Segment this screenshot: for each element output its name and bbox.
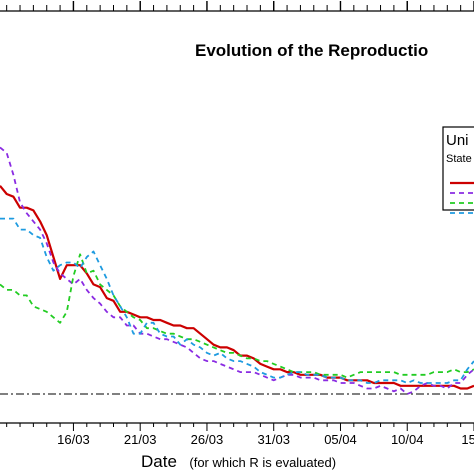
top-axis-ticks xyxy=(6,1,474,11)
x-tick-label: 10/04 xyxy=(391,432,424,447)
legend-subtitle: State xyxy=(446,153,472,165)
x-axis-label-note: (for which R is evaluated) xyxy=(189,455,336,470)
series-line-3 xyxy=(0,253,474,379)
x-tick-labels: 16/03 21/03 26/03 31/03 05/04 10/04 15/0 xyxy=(57,432,474,447)
x-axis-label: Date (for which R is evaluated) xyxy=(141,452,336,471)
x-tick-label: 05/04 xyxy=(324,432,357,447)
series-line-2 xyxy=(0,146,474,395)
x-tick-label: 26/03 xyxy=(191,432,224,447)
legend-entries xyxy=(450,181,474,214)
bottom-axis-ticks xyxy=(6,423,474,431)
legend: Uni State xyxy=(442,126,474,214)
x-axis-label-main: Date xyxy=(141,452,177,471)
plot-frame xyxy=(0,10,474,424)
x-tick-label: 31/03 xyxy=(257,432,290,447)
legend-box xyxy=(442,126,474,211)
x-tick-label: 21/03 xyxy=(124,432,157,447)
x-tick-label: 16/03 xyxy=(57,432,90,447)
chart-title: Evolution of the Reproductio xyxy=(195,41,428,60)
series-line-1 xyxy=(0,185,474,390)
x-tick-label: 15/0 xyxy=(461,432,474,447)
legend-title: Uni xyxy=(446,132,469,149)
series-line-4 xyxy=(0,217,474,384)
series-group xyxy=(0,146,474,395)
